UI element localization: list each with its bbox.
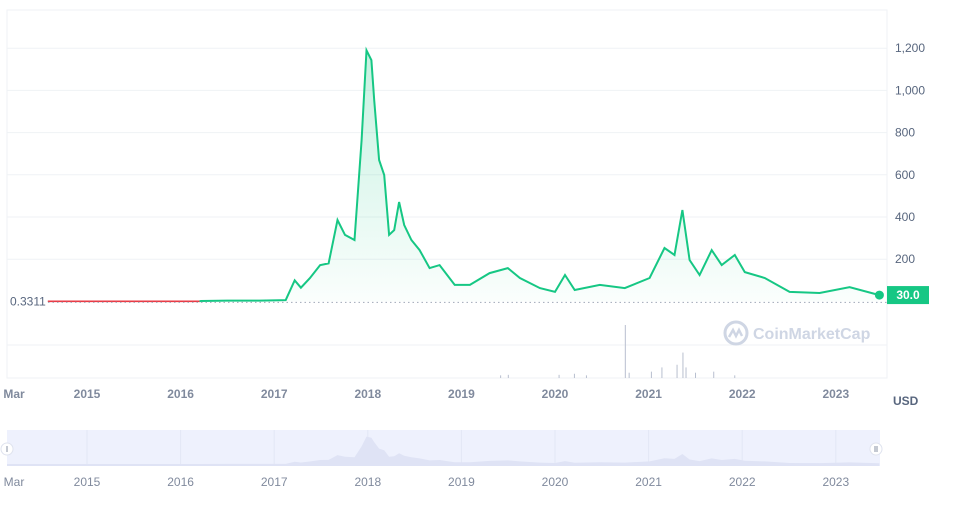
logo-wave (727, 327, 744, 339)
navigator-tick-label: 2015 (74, 475, 101, 489)
x-tick-label: Mar (3, 387, 25, 401)
navigator-tick-label: Mar (4, 475, 25, 489)
coinmarketcap-logo-icon (723, 320, 749, 346)
navigator[interactable] (0, 430, 883, 466)
navigator-tick-label: 2019 (448, 475, 475, 489)
volume-bar (685, 367, 687, 378)
price-line (199, 46, 880, 303)
current-price-dot (874, 290, 884, 300)
y-tick-label: 1,000 (895, 83, 925, 97)
y-tick-label: 800 (895, 126, 915, 140)
volume-bar (676, 364, 678, 378)
volume-bar (507, 374, 509, 378)
x-tick-label: 2020 (542, 387, 569, 401)
navigator-tick-label: 2016 (167, 475, 194, 489)
volume-bar (628, 372, 630, 378)
volume-bar (585, 375, 587, 378)
y-tick-label: 600 (895, 168, 915, 182)
navigator-tick-label: 2018 (354, 475, 381, 489)
volume-bar (500, 375, 502, 378)
start-value-label: 0.3311 (10, 294, 46, 308)
navigator-tick-label: 2017 (261, 475, 288, 489)
y-tick-label: 1,200 (895, 41, 925, 55)
navigator-tick-label: 2022 (729, 475, 756, 489)
navigator-tick-label: 2020 (542, 475, 569, 489)
x-tick-label: 2023 (822, 387, 849, 401)
volume-bar (573, 373, 575, 378)
current-price-label: 30.0 (896, 288, 920, 302)
price-area (47, 50, 880, 302)
navigator-area (7, 436, 880, 466)
navigator-tick-label: 2021 (635, 475, 662, 489)
x-tick-label: 2018 (354, 387, 381, 401)
volume-bar (695, 372, 697, 378)
navigator-tick-label: 2023 (822, 475, 849, 489)
volume-bar (713, 371, 715, 378)
watermark-text: CoinMarketCap (753, 326, 871, 343)
current-price-badge (887, 286, 929, 305)
y-tick-label: 200 (895, 252, 915, 266)
coinmarketcap-watermark: CoinMarketCap (723, 320, 871, 346)
volume-bar (624, 325, 626, 378)
x-tick-label: 2016 (167, 387, 194, 401)
volume-bar (734, 375, 736, 378)
plot-frame (6, 9, 888, 379)
volume-bar (558, 374, 560, 378)
x-tick-label: 2017 (261, 387, 288, 401)
volume-bar (650, 371, 652, 378)
x-tick-label: 2019 (448, 387, 475, 401)
y-tick-label: 400 (895, 210, 915, 224)
navigator-handle-right[interactable] (869, 442, 883, 456)
x-tick-label: 2021 (635, 387, 662, 401)
x-tick-label: 2015 (74, 387, 101, 401)
volume-bar (682, 352, 684, 378)
currency-label: USD (893, 394, 919, 408)
volume-bar (661, 367, 663, 378)
x-tick-label: 2022 (729, 387, 756, 401)
